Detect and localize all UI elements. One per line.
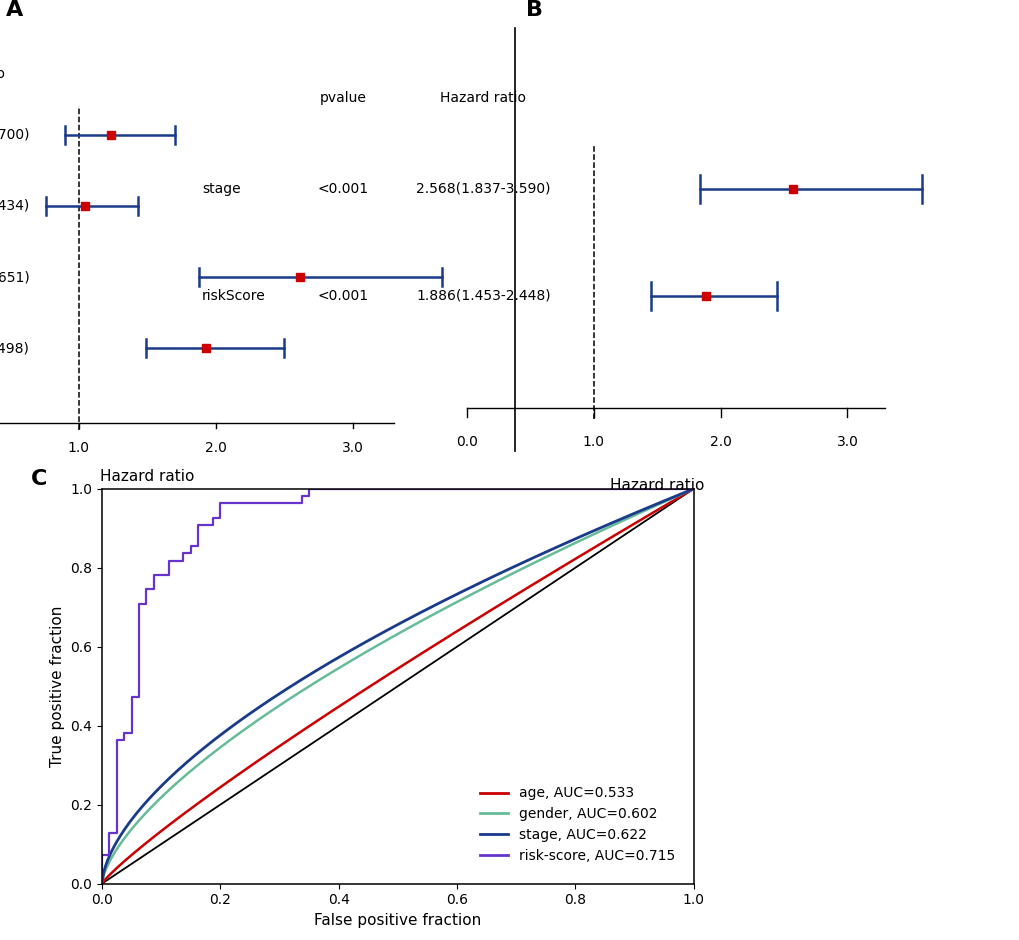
Text: 1.235(0.898-1.700): 1.235(0.898-1.700)	[0, 128, 30, 142]
Text: 0.0: 0.0	[455, 435, 478, 449]
Text: 2.0: 2.0	[709, 435, 731, 449]
Text: 1.0: 1.0	[67, 441, 90, 455]
Line: age, AUC=0.533: age, AUC=0.533	[102, 489, 693, 884]
gender, AUC=0.602	[96, 878, 108, 889]
Text: A: A	[5, 0, 22, 20]
risk-score, AUC=0.715	[687, 483, 699, 494]
Text: 1.044(0.760-1.434): 1.044(0.760-1.434)	[0, 199, 30, 213]
Text: 1.928(1.488-2.498): 1.928(1.488-2.498)	[0, 341, 30, 355]
Legend: age, AUC=0.533, gender, AUC=0.602, stage, AUC=0.622, risk-score, AUC=0.715: age, AUC=0.533, gender, AUC=0.602, stage…	[474, 781, 680, 869]
Text: stage: stage	[202, 181, 240, 196]
Text: Hazard ratio: Hazard ratio	[440, 91, 526, 104]
stage, AUC=0.622	[687, 483, 699, 494]
stage, AUC=0.622	[330, 653, 342, 665]
Text: Hazard ratio: Hazard ratio	[100, 469, 195, 484]
Line: stage, AUC=0.622: stage, AUC=0.622	[102, 489, 693, 884]
stage, AUC=0.622	[96, 878, 108, 889]
gender, AUC=0.602	[330, 664, 342, 675]
X-axis label: False positive fraction: False positive fraction	[314, 913, 481, 928]
Line: gender, AUC=0.602: gender, AUC=0.602	[102, 489, 693, 884]
Text: 2.0: 2.0	[205, 441, 226, 455]
Text: 3.0: 3.0	[836, 435, 858, 449]
age, AUC=0.533	[96, 878, 108, 889]
age, AUC=0.533	[523, 581, 535, 592]
risk-score, AUC=0.715	[192, 540, 204, 552]
Y-axis label: True positive fraction: True positive fraction	[50, 605, 64, 767]
age, AUC=0.533	[468, 615, 480, 626]
Text: <0.001: <0.001	[317, 289, 368, 303]
stage, AUC=0.622	[288, 679, 301, 690]
gender, AUC=0.602	[468, 588, 480, 599]
gender, AUC=0.602	[167, 780, 179, 791]
Text: Hazard ratio: Hazard ratio	[609, 478, 704, 493]
age, AUC=0.533	[687, 483, 699, 494]
stage, AUC=0.622	[526, 553, 538, 564]
risk-score, AUC=0.715	[148, 570, 160, 581]
Text: <0.001: <0.001	[317, 181, 368, 196]
age, AUC=0.533	[167, 816, 179, 827]
age, AUC=0.533	[526, 579, 538, 590]
stage, AUC=0.622	[167, 769, 179, 780]
Text: 1.0: 1.0	[582, 435, 604, 449]
Text: pvalue: pvalue	[319, 91, 366, 104]
Text: 2.568(1.837-3.590): 2.568(1.837-3.590)	[416, 181, 550, 196]
Text: 2.616(1.875-3.651): 2.616(1.875-3.651)	[0, 270, 30, 284]
risk-score, AUC=0.715	[303, 483, 315, 494]
stage, AUC=0.622	[523, 554, 535, 565]
risk-score, AUC=0.715	[473, 483, 485, 494]
Text: B: B	[525, 0, 542, 20]
risk-score, AUC=0.715	[96, 878, 108, 889]
gender, AUC=0.602	[687, 483, 699, 494]
age, AUC=0.533	[330, 702, 342, 713]
Text: Hazard ratio: Hazard ratio	[0, 68, 5, 82]
Line: risk-score, AUC=0.715: risk-score, AUC=0.715	[102, 489, 693, 884]
Text: 1.886(1.453-2.448): 1.886(1.453-2.448)	[416, 289, 550, 303]
gender, AUC=0.602	[526, 558, 538, 570]
age, AUC=0.533	[288, 730, 301, 742]
Text: riskScore: riskScore	[202, 289, 266, 303]
Text: 3.0: 3.0	[341, 441, 363, 455]
stage, AUC=0.622	[468, 580, 480, 591]
risk-score, AUC=0.715	[141, 584, 153, 595]
risk-score, AUC=0.715	[318, 483, 330, 494]
Text: C: C	[31, 469, 47, 489]
risk-score, AUC=0.715	[111, 756, 123, 767]
gender, AUC=0.602	[288, 690, 301, 701]
gender, AUC=0.602	[523, 559, 535, 571]
